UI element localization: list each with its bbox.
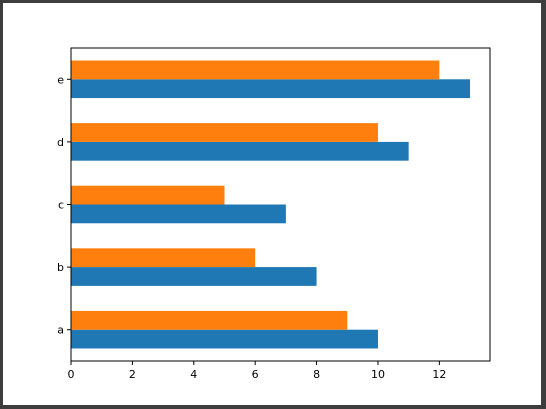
bar-a-series-2 bbox=[71, 310, 348, 330]
x-tick-label: 2 bbox=[129, 368, 136, 381]
bar-c-series-2 bbox=[71, 185, 225, 205]
figure-canvas: 0 2 4 6 8 10 12 a b c d e bbox=[3, 3, 541, 405]
x-axis: 0 2 4 6 8 10 12 bbox=[68, 361, 446, 381]
bars-layer bbox=[71, 60, 471, 349]
y-tick-label: c bbox=[58, 199, 64, 212]
bar-b-series-2 bbox=[71, 248, 256, 268]
x-tick-label: 12 bbox=[432, 368, 446, 381]
bar-c-series-1 bbox=[71, 204, 286, 224]
bar-chart: 0 2 4 6 8 10 12 a b c d e bbox=[57, 47, 491, 381]
x-tick-label: 8 bbox=[313, 368, 320, 381]
bar-b-series-1 bbox=[71, 267, 317, 286]
bar-e-series-2 bbox=[71, 60, 440, 80]
x-tick-label: 0 bbox=[68, 368, 75, 381]
bar-e-series-1 bbox=[71, 79, 471, 99]
y-tick-label: a bbox=[57, 324, 64, 337]
bar-d-series-1 bbox=[71, 141, 409, 161]
y-tick-label: b bbox=[57, 261, 64, 274]
x-tick-label: 6 bbox=[252, 368, 259, 381]
y-tick-label: d bbox=[57, 136, 64, 149]
x-tick-label: 4 bbox=[190, 368, 197, 381]
bar-d-series-2 bbox=[71, 123, 378, 142]
x-tick-label: 10 bbox=[371, 368, 385, 381]
y-axis: a b c d e bbox=[57, 73, 71, 337]
bar-a-series-1 bbox=[71, 329, 378, 349]
y-tick-label: e bbox=[57, 73, 64, 86]
